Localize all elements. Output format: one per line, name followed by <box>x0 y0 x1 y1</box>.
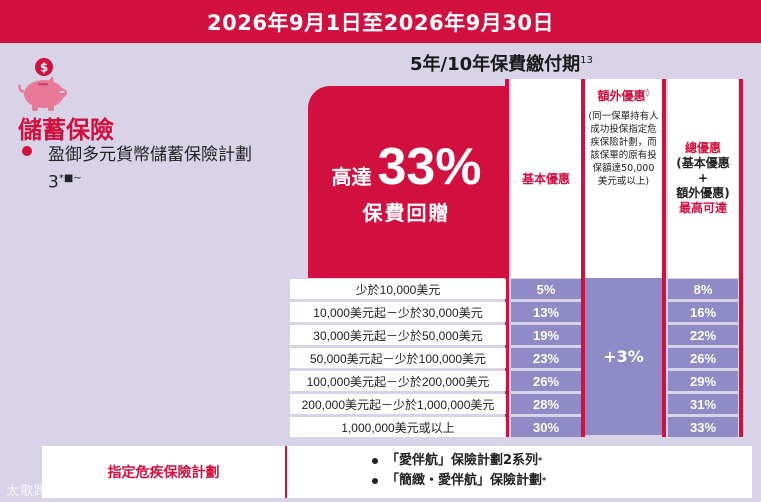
tier-label: 100,000美元起－少於200,000美元 <box>290 371 506 391</box>
header-extra-discount: 額外優惠◊ (同一保單持有人成功投保指定危疾保險計劃，而該保單的原有投保額達50… <box>585 79 662 278</box>
header-total-sub1: (基本優惠 <box>676 156 730 170</box>
promo-caption: 保費回贈 <box>362 200 451 225</box>
basic-discount-cell: 19% <box>511 325 581 345</box>
extra-discount-cell: +3% <box>585 278 662 435</box>
bullet-icon <box>372 478 378 484</box>
header-total-sub3: 額外優惠) <box>676 186 730 200</box>
date-range-text: 2026年9月1日至2026年9月30日 <box>207 10 554 35</box>
header-basic-discount: 基本優惠 <box>511 79 581 278</box>
basic-discount-cell: 23% <box>511 348 581 368</box>
total-discount-cell: 26% <box>668 348 738 368</box>
basic-discount-cell: 26% <box>511 371 581 391</box>
designated-plans-box: 指定危疾保險計劃 「愛伴航」保險計劃2系列 * 「簡緻・愛伴航」保險計劃 * <box>42 446 752 498</box>
column-divider <box>662 79 666 437</box>
basic-discount-cell: 5% <box>511 279 581 299</box>
category-title: 儲蓄保險 <box>18 116 114 144</box>
piggy-bank-icon: $ <box>18 58 67 111</box>
date-banner: 2026年9月1日至2026年9月30日 <box>0 0 761 43</box>
basic-discount-cell: 28% <box>511 394 581 414</box>
tier-label: 少於10,000美元 <box>290 279 506 299</box>
header-basic-text: 基本優惠 <box>521 172 570 186</box>
header-total-title: 總優惠 <box>684 141 721 155</box>
basic-discount-cell: 30% <box>511 417 581 437</box>
tier-label: 10,000美元起－少於30,000美元 <box>290 302 506 322</box>
column-divider <box>739 79 743 437</box>
list-item-text: 「愛伴航」保險計劃2系列 <box>386 453 539 468</box>
tier-label: 1,000,000美元或以上 <box>290 417 506 437</box>
list-item: 「愛伴航」保險計劃2系列 * <box>372 451 546 471</box>
designated-plans-list: 「愛伴航」保險計劃2系列 * 「簡緻・愛伴航」保險計劃 * <box>372 451 546 491</box>
plan-name-text: 盈御多元貨幣儲蓄保險計劃3 <box>48 145 252 193</box>
watermark: 太歌跨境 <box>6 484 63 499</box>
header-extra-title: 額外優惠◊ <box>598 87 650 104</box>
total-discount-cell: 8% <box>668 279 738 299</box>
tier-label: 200,000美元起－少於1,000,000美元 <box>290 394 506 414</box>
column-divider <box>581 79 585 437</box>
promo-prefix: 高達 <box>331 164 372 189</box>
total-discount-cell: 22% <box>668 325 738 345</box>
promo-value: 33% <box>377 137 482 196</box>
extra-discount-value: +3% <box>603 347 644 366</box>
header-extra-note: (同一保單持有人成功投保指定危疾保險計劃，而該保單的原有投保額達50,000美元… <box>588 111 659 187</box>
plan-bullet <box>22 146 32 156</box>
bullet-icon <box>372 458 378 464</box>
column-divider <box>505 79 509 437</box>
total-discount-cell: 16% <box>668 302 738 322</box>
svg-text:$: $ <box>40 61 48 75</box>
header-extra-text: 額外優惠 <box>597 89 646 103</box>
header-total-discount: 總優惠 (基本優惠 + 額外優惠) 最高可達 <box>668 79 738 278</box>
list-item-text: 「簡緻・愛伴航」保險計劃 <box>386 473 543 488</box>
payment-period-superscript: 13 <box>580 55 593 66</box>
list-item-mark: * <box>538 456 543 465</box>
payment-period-heading: 5年/10年保費繳付期13 <box>410 50 593 76</box>
tier-label: 50,000美元起－少於100,000美元 <box>290 348 506 368</box>
tier-label: 30,000美元起－少於50,000美元 <box>290 325 506 345</box>
list-item: 「簡緻・愛伴航」保險計劃 * <box>372 471 546 491</box>
header-total-sub2: + <box>697 171 709 185</box>
promo-box: 高達 33% 保費回贈 <box>308 86 505 278</box>
designated-plans-label: 指定危疾保險計劃 <box>42 446 287 498</box>
plan-superscript: *■~ <box>58 173 82 184</box>
header-extra-mark: ◊ <box>645 88 650 97</box>
plan-name: 盈御多元貨幣儲蓄保險計劃3*■~ <box>48 144 268 195</box>
total-discount-cell: 31% <box>668 394 738 414</box>
list-item-mark: * <box>542 476 547 485</box>
header-total-sub4: 最高可達 <box>678 201 727 215</box>
total-discount-cell: 29% <box>668 371 738 391</box>
payment-period-text: 5年/10年保費繳付期 <box>410 54 581 75</box>
total-discount-cell: 33% <box>668 417 738 437</box>
basic-discount-cell: 13% <box>511 302 581 322</box>
